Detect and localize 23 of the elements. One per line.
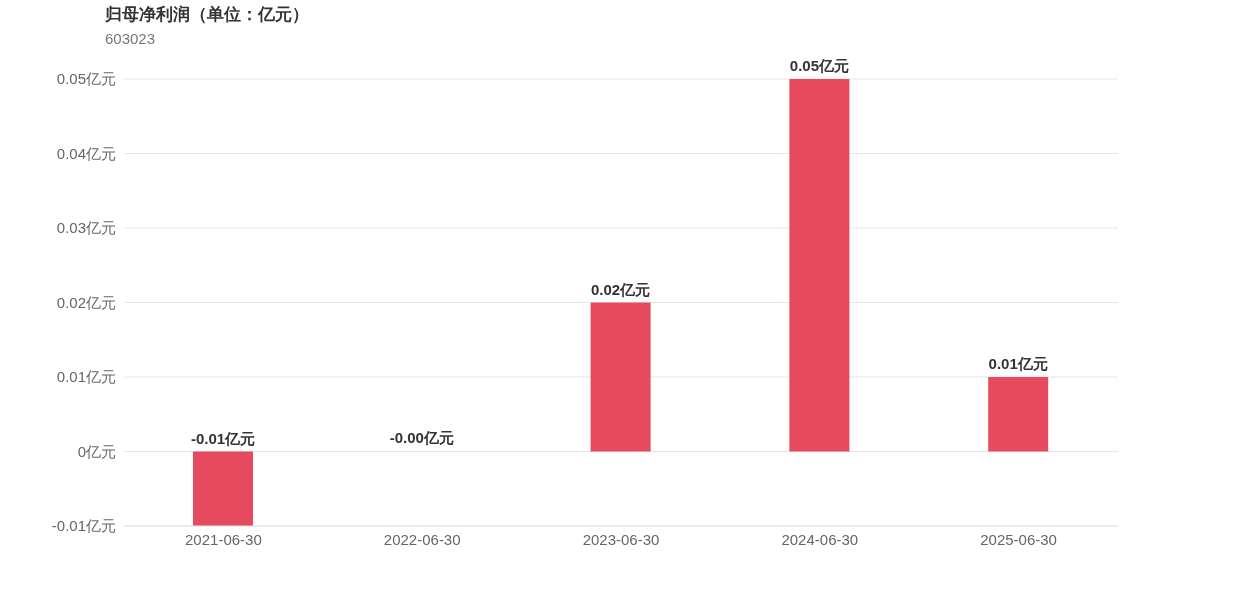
chart-subtitle: 603023 <box>105 30 156 47</box>
y-tick-label: 0亿元 <box>77 442 116 460</box>
x-tick-label: 2022-06-30 <box>383 530 461 548</box>
bar <box>193 451 253 526</box>
x-tick-label: 2021-06-30 <box>185 530 262 548</box>
data-label: -0.00亿元 <box>389 429 454 447</box>
x-tick-label: 2025-06-30 <box>980 530 1057 548</box>
y-tick-label: -0.01亿元 <box>51 517 116 535</box>
x-tick-label: 2023-06-30 <box>582 530 660 548</box>
bar <box>590 302 651 452</box>
data-label: 0.05亿元 <box>789 57 849 74</box>
y-tick-label: 0.04亿元 <box>56 144 116 162</box>
chart-title: 归母净利润（单位：亿元） <box>105 4 309 26</box>
y-tick-label: 0.01亿元 <box>56 368 116 386</box>
bar <box>988 377 1049 452</box>
y-tick-label: 0.03亿元 <box>56 219 116 237</box>
data-label: -0.01亿元 <box>190 429 256 447</box>
data-label: 0.01亿元 <box>988 355 1048 372</box>
x-tick-label: 2024-06-30 <box>781 530 859 548</box>
bar <box>789 79 850 452</box>
data-label: 0.02亿元 <box>591 280 651 298</box>
y-tick-label: 0.05亿元 <box>56 70 116 88</box>
y-tick-label: 0.02亿元 <box>56 293 116 311</box>
